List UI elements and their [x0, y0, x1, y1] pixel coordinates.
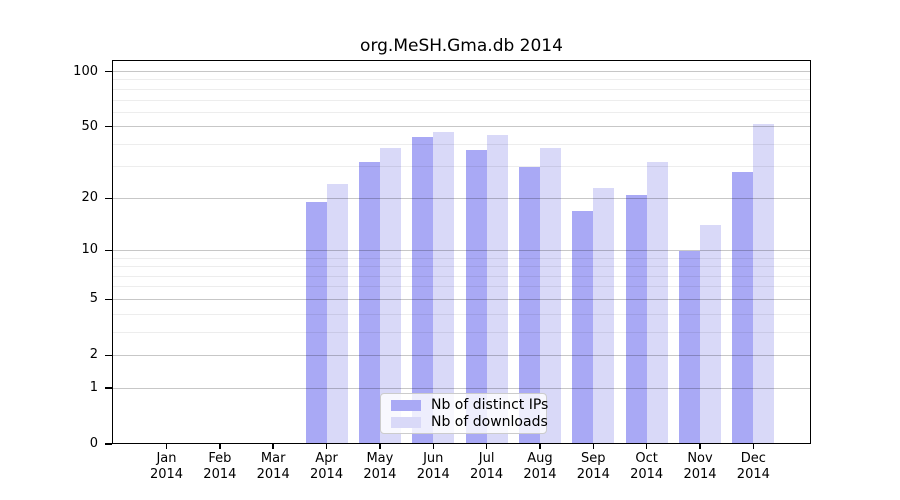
gridline-y-80	[112, 88, 811, 90]
x-tick-aug	[539, 444, 541, 449]
x-tick-jul	[485, 444, 488, 449]
gridline-y-20	[112, 197, 811, 199]
bar-distinct-ips-nov	[679, 250, 700, 444]
y-tick-50	[105, 125, 112, 128]
bar-distinct-ips-sep	[572, 210, 594, 444]
x-tick-mar	[272, 444, 274, 449]
gridline-y-10	[112, 249, 811, 251]
y-tick-label-50: 50	[81, 118, 98, 134]
x-tick-apr	[325, 444, 328, 449]
y-tick-label-5: 5	[89, 291, 98, 307]
y-tick-1	[105, 387, 112, 389]
bar-distinct-ips-oct	[625, 194, 647, 444]
bar-distinct-ips-dec	[732, 172, 754, 444]
gridline-y-70	[112, 99, 811, 101]
bar-distinct-ips-apr	[305, 202, 327, 444]
gridline-y-8	[112, 266, 811, 268]
bar-downloads-jul	[486, 135, 508, 444]
gridline-y-60	[112, 111, 811, 113]
gridline-y-6	[112, 286, 811, 288]
bar-downloads-jun	[433, 131, 455, 444]
bar-distinct-ips-may	[358, 161, 380, 444]
x-tick-may	[379, 444, 381, 449]
bar-distinct-ips-jul	[465, 150, 487, 444]
bar-downloads-nov	[700, 225, 721, 444]
x-tick-jan	[165, 444, 168, 449]
y-tick-0	[105, 443, 112, 445]
y-tick-10	[105, 249, 112, 252]
bar-downloads-oct	[646, 161, 668, 444]
x-tick-label-apr: Apr 2014	[310, 451, 344, 482]
x-tick-label-nov: Nov 2014	[683, 451, 717, 482]
y-tick-5	[105, 298, 112, 301]
x-tick-label-mar: Mar 2014	[256, 451, 290, 482]
x-tick-label-sep: Sep 2014	[576, 451, 610, 482]
legend-item-distinct-ips: Nb of distinct IPs	[391, 397, 548, 413]
grid-layer	[112, 60, 811, 444]
bar-downloads-may	[379, 148, 401, 444]
gridline-y-30	[112, 166, 811, 168]
gridline-y-9	[112, 257, 811, 259]
x-tick-nov	[699, 444, 701, 449]
bar-distinct-ips-aug	[518, 166, 540, 444]
x-tick-label-may: May 2014	[363, 451, 397, 482]
x-tick-label-oct: Oct 2014	[630, 451, 664, 482]
x-tick-label-dec: Dec 2014	[736, 451, 770, 482]
y-tick-label-1: 1	[89, 380, 98, 396]
x-tick-feb	[219, 444, 221, 449]
x-tick-sep	[592, 444, 595, 449]
bars-layer	[112, 60, 811, 444]
y-tick-label-100: 100	[73, 63, 98, 79]
gridline-y-1	[112, 387, 811, 389]
y-tick-label-0: 0	[89, 436, 98, 451]
y-tick-20	[105, 197, 112, 200]
x-tick-label-feb: Feb 2014	[203, 451, 237, 482]
gridline-y-100	[112, 71, 811, 73]
x-tick-label-jun: Jun 2014	[416, 451, 450, 482]
gridline-y-50	[112, 126, 811, 128]
x-tick-jun	[432, 444, 434, 449]
x-tick-dec	[752, 444, 755, 449]
gridline-y-90	[112, 79, 811, 81]
x-tick-label-jul: Jul 2014	[470, 451, 504, 482]
gridline-y-4	[112, 313, 811, 315]
legend-swatch-distinct-ips	[391, 399, 421, 411]
legend-swatch-downloads	[391, 416, 421, 428]
y-tick-2	[105, 354, 112, 357]
bar-downloads-dec	[753, 123, 775, 444]
x-tick-label-aug: Aug 2014	[523, 451, 557, 482]
gridline-y-2	[112, 354, 811, 356]
y-tick-label-10: 10	[81, 242, 98, 258]
x-tick-label-jan: Jan 2014	[149, 451, 184, 482]
gridline-y-40	[112, 143, 811, 145]
gridline-y-7	[112, 275, 811, 277]
legend-label-distinct-ips: Nb of distinct IPs	[431, 397, 549, 413]
legend: Nb of distinct IPs Nb of downloads	[380, 393, 548, 434]
chart-title: org.MeSH.Gma.db 2014	[360, 36, 563, 56]
bar-distinct-ips-jun	[412, 136, 434, 444]
gridline-y-3	[112, 331, 811, 333]
x-tick-oct	[645, 444, 648, 449]
bar-downloads-sep	[593, 187, 615, 444]
y-tick-label-20: 20	[81, 190, 98, 206]
gridline-y-5	[112, 298, 811, 300]
bar-downloads-apr	[326, 184, 348, 444]
bar-downloads-aug	[539, 148, 561, 444]
legend-item-downloads: Nb of downloads	[391, 414, 548, 430]
y-tick-100	[105, 70, 112, 73]
y-tick-label-2: 2	[89, 347, 98, 363]
legend-label-downloads: Nb of downloads	[431, 414, 548, 430]
